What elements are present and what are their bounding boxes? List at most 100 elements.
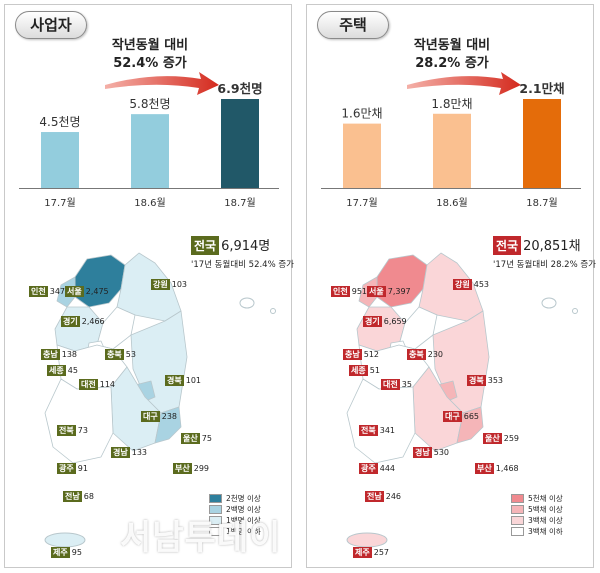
region-value: 512 [363,350,380,359]
map-region [376,254,428,308]
region-value: 91 [77,464,88,473]
region-value: 1,468 [495,464,519,473]
region-label: 세종 51 [349,365,380,376]
region-name: 제주 [353,547,372,558]
region-name: 부산 [173,463,192,474]
region-label: 경남 530 [413,447,449,458]
region-label: 충북 230 [407,349,443,360]
legend-swatch [209,516,222,525]
map-island [239,297,255,309]
region-label: 부산 299 [173,463,209,474]
region-name: 충북 [105,349,124,360]
total-value: 20,851채 [523,239,581,254]
region-label: 서울 2,475 [65,286,109,297]
map-region [456,406,484,444]
map-region [74,254,126,308]
legend-label: 2백명 이상 [226,505,261,514]
legend-label: 2천명 이상 [226,494,261,503]
map-island [270,308,276,314]
region-value: 138 [61,350,78,359]
region-label: 경북 101 [165,375,201,386]
headline-line-1: 작년동월 대비 [111,38,189,53]
total-sub: '17년 동월대비 28.2% 증가 [493,260,597,270]
region-label: 강원 453 [453,279,489,290]
region-name: 전남 [365,491,384,502]
legend-item: 3백채 이하 [511,526,563,537]
region-name: 전북 [359,425,378,436]
region-value: 299 [193,464,210,473]
region-name: 인천 [29,286,48,297]
bar-chart: 1.6만채 17.7월 1.8만채 18.6월 2.1만채 18.7월 [321,72,581,209]
map-regions [44,252,188,464]
panel-title-pill: 사업자 [15,11,87,39]
map-region [96,306,136,350]
legend-swatch [209,527,222,536]
region-value: 75 [201,434,212,443]
legend-item: 2백명 이상 [209,504,261,515]
headline-line-1: 작년동월 대비 [413,38,491,53]
legend-item: 1백명 이하 [209,526,261,537]
total-tag: 전국 [191,236,220,255]
map-region-jeju [44,532,86,548]
region-name: 세종 [349,365,368,376]
bar-value-label: 1.6만채 [341,107,382,121]
region-label: 전북 341 [359,425,395,436]
region-name: 경기 [61,316,80,327]
region-value: 6,659 [383,317,407,326]
region-name: 대구 [443,411,462,422]
region-value: 68 [83,492,94,501]
legend-item: 3백채 이상 [511,515,563,526]
chart-headline: 작년동월 대비 28.2% 증가 [377,37,527,73]
region-label: 경기 2,466 [61,316,105,327]
region-value: 2,466 [81,317,105,326]
x-tick-label: 17.7월 [346,197,377,209]
map-region-jeju [346,532,388,548]
region-name: 충북 [407,349,426,360]
region-value: 51 [369,366,380,375]
region-name: 울산 [181,433,200,444]
bar-value-label: 2.1만채 [519,81,564,96]
region-name: 경북 [165,375,184,386]
region-value: 444 [379,464,396,473]
headline-line-2: 52.4% 증가 [113,56,187,71]
bar [343,123,381,188]
region-label: 인천 951 [331,286,367,297]
legend-item: 2천명 이상 [209,493,261,504]
region-label: 전남 68 [63,491,94,502]
region-label: 광주 444 [359,463,395,474]
region-label: 인천 347 [29,286,65,297]
region-value: 101 [185,376,202,385]
region-name: 대전 [381,379,400,390]
region-value: 353 [487,376,504,385]
map-region [346,378,416,464]
region-name: 경남 [413,447,432,458]
total-value: 6,914명 [221,239,271,254]
region-value: 2,475 [85,287,109,296]
region-name: 경기 [363,316,382,327]
region-value: 246 [385,492,402,501]
region-value: 347 [49,287,66,296]
business-panel: 사업자 작년동월 대비 52.4% 증가 4.5천명 17.7월 5.8천명 18.6… [4,4,294,568]
korea-map [346,252,578,548]
map-region [398,306,438,350]
region-name: 광주 [57,463,76,474]
region-value: 103 [171,280,188,289]
legend-label: 3백채 이상 [528,516,563,525]
region-name: 광주 [359,463,378,474]
legend-label: 1백명 이상 [226,516,261,525]
legend-item: 5백채 이상 [511,504,563,515]
region-value: 259 [503,434,520,443]
x-tick-label: 18.6월 [134,197,165,209]
region-name: 전남 [63,491,82,502]
region-value: 7,397 [387,287,411,296]
region-name: 충남 [41,349,60,360]
region-value: 133 [131,448,148,457]
bar-value-label: 5.8천명 [129,96,170,111]
region-value: 257 [373,548,390,557]
region-value: 453 [473,280,490,289]
region-label: 경기 6,659 [363,316,407,327]
region-name: 강원 [151,279,170,290]
region-label: 전북 73 [57,425,88,436]
x-tick-label: 18.7월 [224,197,255,209]
legend-swatch [209,494,222,503]
